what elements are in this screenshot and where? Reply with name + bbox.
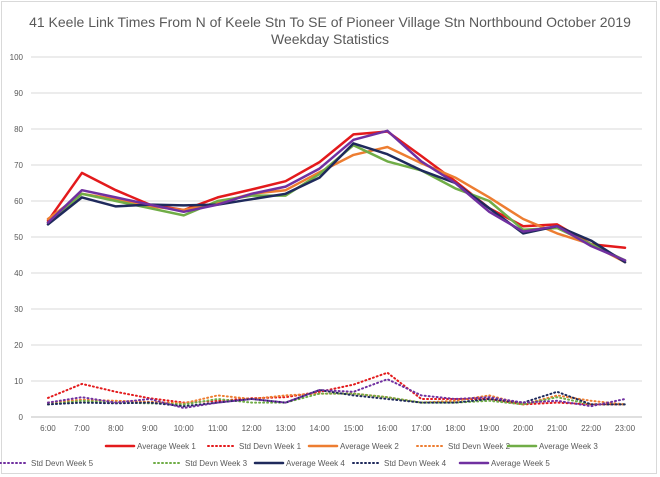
x-tick-label: 16:00: [377, 424, 398, 433]
x-tick-label: 15:00: [343, 424, 364, 433]
series-line-std-devn-week-1: [46, 371, 627, 406]
x-tick-label: 22:00: [581, 424, 602, 433]
series-line-std-devn-week-5: [46, 378, 627, 409]
series-line-average-week-5: [46, 129, 627, 262]
x-tick-label: 23:00: [615, 424, 636, 433]
y-tick-label: 40: [14, 269, 23, 278]
y-tick-label: 30: [14, 305, 23, 314]
x-tick-label: 13:00: [276, 424, 297, 433]
legend-label: Std Devn Week 2: [448, 442, 511, 451]
legend-label: Average Week 4: [286, 459, 345, 468]
legend-label: Average Week 2: [340, 442, 399, 451]
y-tick-label: 90: [14, 89, 23, 98]
y-tick-label: 0: [19, 413, 24, 422]
legend-label: Std Devn Week 5: [31, 459, 94, 468]
y-tick-label: 100: [10, 53, 24, 62]
legend: Average Week 1 Std Devn Week 1 Average Wee…: [0, 442, 598, 468]
x-tick-label: 9:00: [142, 424, 158, 433]
y-tick-label: 10: [14, 377, 23, 386]
x-tick-label: 10:00: [174, 424, 195, 433]
legend-label: Average Week 3: [539, 442, 598, 451]
x-tick-label: 12:00: [242, 424, 263, 433]
series-lines: [46, 129, 627, 409]
x-tick-label: 19:00: [479, 424, 500, 433]
legend-label: Std Devn Week 3: [185, 459, 248, 468]
y-tick-label: 60: [14, 197, 23, 206]
x-tick-label: 7:00: [74, 424, 90, 433]
x-tick-label: 6:00: [40, 424, 56, 433]
series-line-std-devn-week-4: [46, 389, 627, 408]
legend-label: Std Devn Week 1: [239, 442, 302, 451]
x-tick-label: 14:00: [310, 424, 331, 433]
legend-label: Std Devn Week 4: [384, 459, 447, 468]
y-tick-label: 70: [14, 161, 23, 170]
x-tick-label: 21:00: [547, 424, 568, 433]
chart-subtitle: Weekday Statistics: [270, 31, 389, 47]
legend-label: Average Week 5: [491, 459, 550, 468]
y-tick-label: 50: [14, 233, 23, 242]
y-tick-label: 20: [14, 341, 23, 350]
x-axis-ticks: 6:00 7:00 8:00 9:00 10:00 11:00 12:00 13:00 14:0…: [40, 424, 635, 433]
chart-title: 41 Keele Link Times From N of Keele Stn …: [29, 14, 631, 30]
legend-label: Average Week 1: [137, 442, 196, 451]
series-line-average-week-4: [46, 142, 627, 264]
x-tick-label: 20:00: [513, 424, 534, 433]
y-axis-ticks: 0 10 20 30 40 50 60 70 80 90 100: [10, 53, 24, 422]
x-tick-label: 17:00: [411, 424, 432, 433]
x-tick-label: 11:00: [208, 424, 228, 433]
y-tick-label: 80: [14, 125, 23, 134]
x-tick-label: 18:00: [445, 424, 466, 433]
x-tick-label: 8:00: [108, 424, 124, 433]
gridlines: [31, 56, 642, 418]
